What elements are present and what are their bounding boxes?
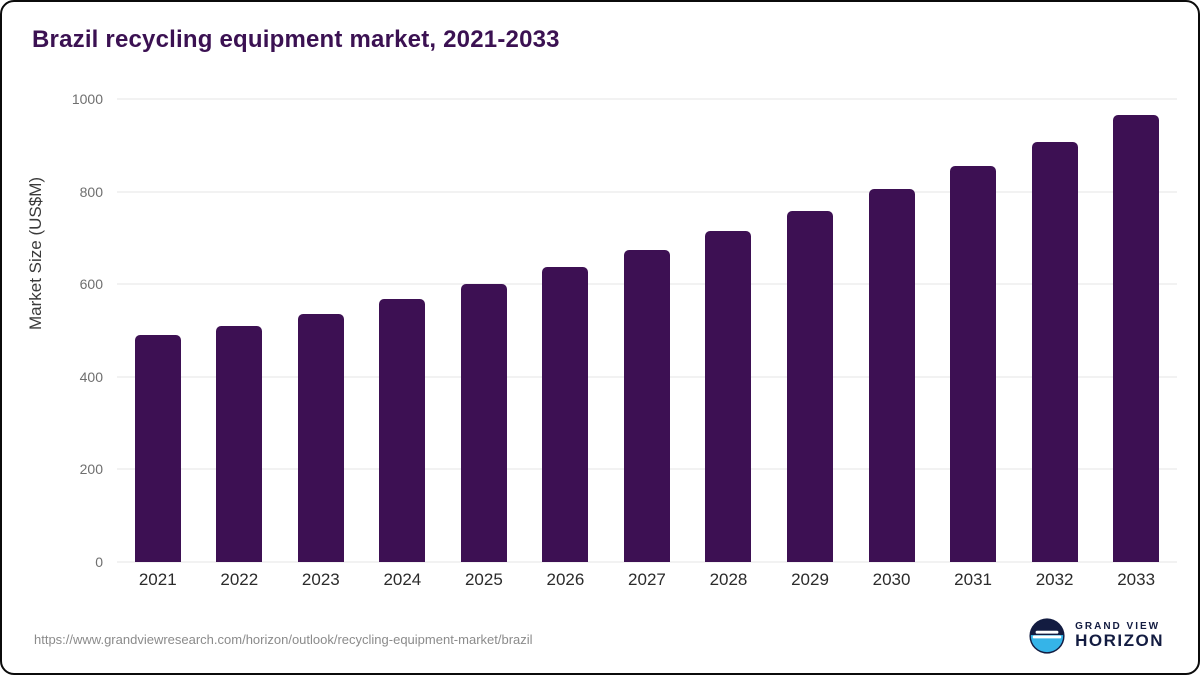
bar-slot (525, 99, 607, 562)
y-tick-label: 400 (79, 368, 103, 385)
gridline (117, 561, 1177, 563)
x-tick-label: 2031 (954, 570, 992, 589)
bar-slot (688, 99, 770, 562)
bar-slot (769, 99, 851, 562)
bar-2021 (134, 335, 181, 562)
bar-2027 (623, 249, 670, 562)
bar-slot (117, 99, 199, 562)
source-url[interactable]: https://www.grandviewresearch.com/horizo… (34, 632, 533, 647)
bar-slot (362, 99, 444, 562)
brand-name-top: GRAND VIEW (1075, 621, 1161, 633)
bar-slot (1014, 99, 1096, 562)
bar-2033 (1113, 115, 1160, 562)
x-axis-labels: 2021 2022 2023 2024 2025 2026 2027 2028 2029 2030… (117, 570, 1177, 590)
bar-2028 (705, 231, 752, 562)
y-tick-label: 1000 (71, 91, 103, 107)
y-tick-label: 200 (79, 461, 103, 478)
x-tick-label: 2032 (1035, 570, 1074, 589)
x-tick-label: 2021 (138, 570, 177, 589)
horizon-circle-icon (1029, 618, 1065, 654)
bar-2031 (950, 165, 997, 562)
brand-logo-text: GRAND VIEW HORIZON (1075, 621, 1164, 651)
bar-2026 (542, 267, 589, 562)
x-tick-label: 2030 (872, 570, 911, 589)
x-tick-label: 2024 (383, 570, 422, 589)
bar-slot (606, 99, 688, 562)
bar-slot (1095, 99, 1177, 562)
brand-logo: GRAND VIEW HORIZON (1028, 617, 1164, 655)
bar-2029 (787, 211, 834, 562)
gridline (117, 191, 1177, 193)
bars (117, 99, 1177, 562)
x-tick-label: 2027 (628, 570, 666, 589)
y-tick-label: 0 (95, 554, 103, 570)
x-tick-label: 2023 (301, 570, 340, 589)
brand-name-bottom: HORIZON (1075, 631, 1164, 651)
gridline (117, 98, 1177, 100)
bar-2030 (868, 188, 915, 562)
x-tick-label: 2025 (464, 570, 503, 589)
chart-title: Brazil recycling equipment market, 2021-… (32, 26, 560, 53)
bar-slot (932, 99, 1014, 562)
bar-2022 (216, 325, 263, 562)
bar-slot (280, 99, 362, 562)
plot-area: 0 200 400 600 800 1000 (72, 91, 1177, 570)
bar-2032 (1031, 141, 1078, 562)
bar-2024 (379, 299, 426, 562)
x-tick-label: 2029 (791, 570, 829, 589)
y-axis-title: Market Size (US$M) (26, 176, 45, 330)
y-tick-label: 600 (79, 276, 103, 293)
bar-slot (199, 99, 281, 562)
y-tick-label: 800 (79, 183, 103, 200)
x-tick-label: 2033 (1117, 570, 1156, 589)
x-tick-label: 2026 (546, 570, 585, 589)
x-tick-label: 2028 (709, 570, 748, 589)
bar-slot (851, 99, 933, 562)
bar-slot (443, 99, 525, 562)
x-tick-label: 2022 (220, 570, 259, 589)
bar-2023 (297, 313, 344, 562)
bar-2025 (460, 283, 507, 562)
